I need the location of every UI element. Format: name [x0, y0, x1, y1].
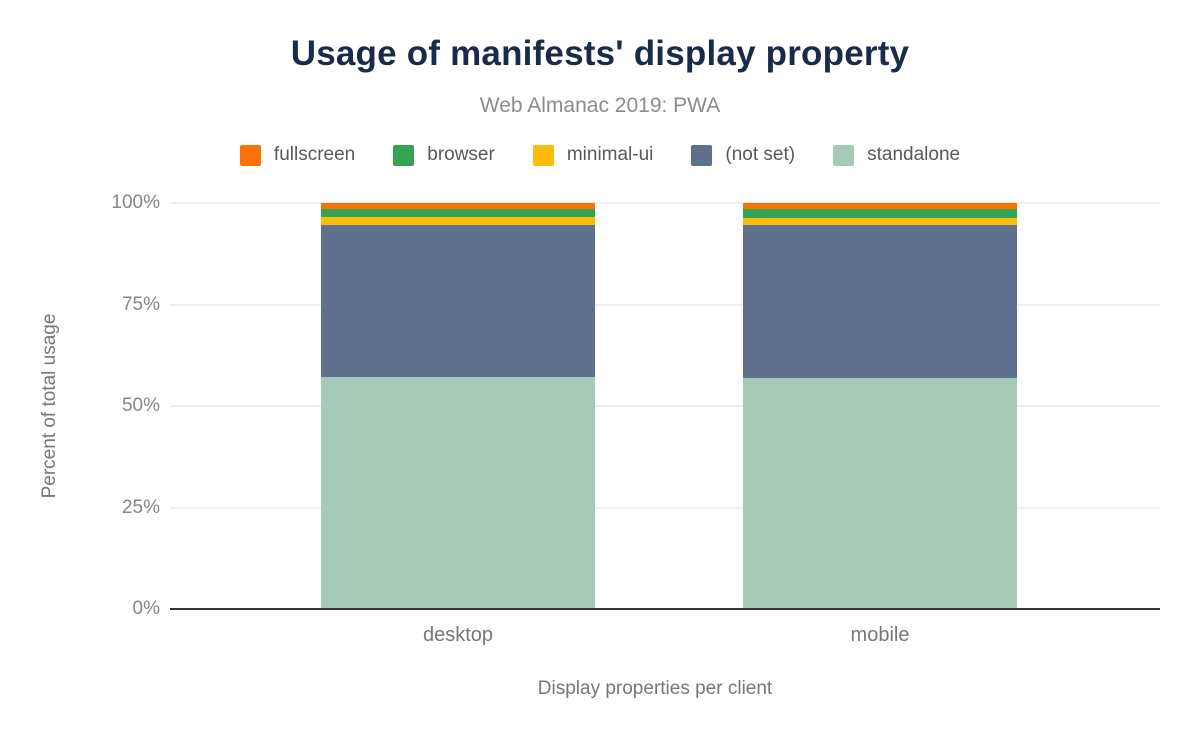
chart-subtitle: Web Almanac 2019: PWA [479, 94, 721, 117]
bar-mobile-browser[interactable] [743, 209, 1017, 218]
legend-label: browser [427, 144, 495, 165]
legend-item-browser[interactable]: browser [393, 144, 495, 166]
legend-label: fullscreen [273, 144, 356, 165]
y-axis-title: Percent of total usage [39, 313, 60, 499]
legend-label: standalone [867, 144, 961, 165]
legend-label: minimal-ui [566, 144, 654, 165]
bar-mobile-minimal-ui[interactable] [743, 218, 1017, 225]
gridline-100 [170, 202, 1160, 204]
legend-item-fullscreen[interactable]: fullscreen [239, 144, 356, 166]
bar-desktop-notset[interactable] [321, 225, 595, 377]
chart-legend: fullscreen browser minimal-ui (not set) stan… [0, 144, 1200, 166]
bar-desktop-standalone[interactable] [321, 376, 595, 609]
x-axis-title: Display properties per client [537, 678, 773, 699]
legend-label: (not set) [725, 144, 796, 165]
y-tick-label: 25% [121, 496, 160, 518]
gridline-25 [170, 506, 1160, 509]
legend-swatch-icon [691, 144, 713, 166]
legend-swatch-icon [239, 144, 261, 166]
gridline-75 [170, 303, 1160, 306]
bar-mobile-notset[interactable] [743, 224, 1017, 379]
y-tick-label: 50% [121, 395, 160, 416]
chart-title: Usage of manifests' display property [290, 34, 910, 73]
x-category-label-desktop: desktop [422, 624, 494, 646]
x-axis-line [170, 608, 1160, 610]
bar-desktop-minimal-ui[interactable] [321, 217, 595, 226]
legend-swatch-icon [532, 144, 554, 166]
legend-swatch-icon [393, 144, 415, 166]
legend-item-notset[interactable]: (not set) [691, 144, 795, 166]
y-tick-label: 0% [132, 598, 160, 619]
y-tick-label: 75% [121, 293, 160, 315]
legend-swatch-icon [833, 144, 855, 166]
legend-item-minimal-ui[interactable]: minimal-ui [532, 144, 654, 166]
gridline-50 [170, 405, 1160, 407]
bar-desktop-fullscreen[interactable] [321, 203, 595, 210]
x-category-label-mobile: mobile [850, 624, 910, 646]
bar-mobile-standalone[interactable] [743, 378, 1017, 609]
y-tick-label: 100% [111, 192, 160, 213]
bar-mobile-fullscreen[interactable] [743, 203, 1017, 210]
legend-item-standalone[interactable]: standalone [833, 144, 960, 166]
bar-desktop-browser[interactable] [321, 209, 595, 218]
